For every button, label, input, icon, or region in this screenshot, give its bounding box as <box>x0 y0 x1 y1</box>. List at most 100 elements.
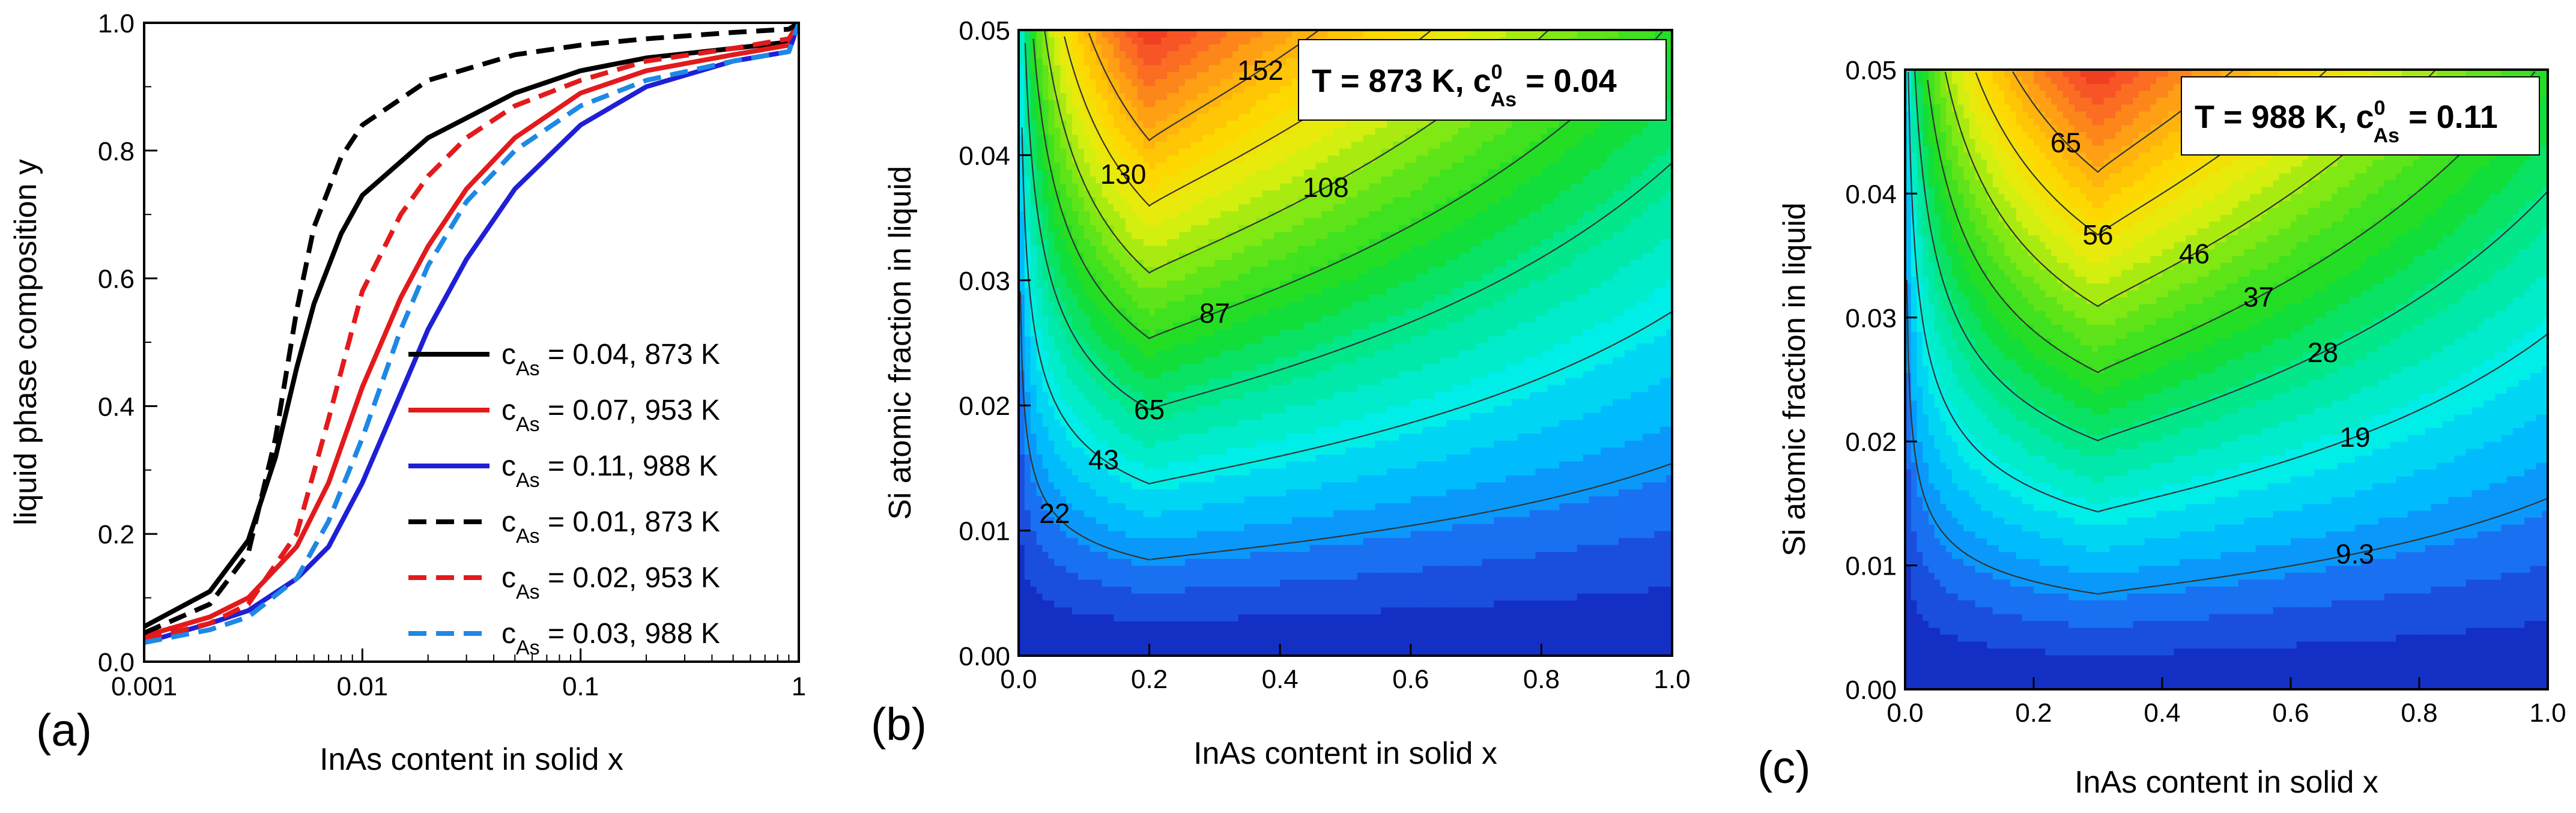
heatmap-cell <box>1327 155 1335 163</box>
heatmap-cell <box>1030 71 1037 79</box>
heatmap-cell <box>1256 377 1263 385</box>
heatmap-cell <box>1161 134 1168 142</box>
heatmap-cell <box>1137 217 1144 225</box>
heatmap-cell <box>1226 419 1233 427</box>
heatmap-cell <box>1089 621 1097 629</box>
heatmap-cell <box>1250 134 1257 142</box>
heatmap-cell <box>1214 50 1222 59</box>
heatmap-cell <box>1060 398 1067 406</box>
heatmap-cell <box>1149 120 1156 128</box>
heatmap-cell <box>1137 252 1144 260</box>
heatmap-cell <box>1114 336 1120 343</box>
heatmap-cell <box>1143 468 1150 476</box>
heatmap-cell <box>1321 134 1329 142</box>
heatmap-cell <box>1048 217 1055 225</box>
heatmap-cell <box>1321 211 1329 219</box>
heatmap-cell <box>1226 503 1233 510</box>
heatmap-cell <box>1054 50 1061 59</box>
heatmap-cell <box>1339 593 1346 601</box>
heatmap-cell <box>1149 79 1156 86</box>
heatmap-cell <box>1060 99 1067 107</box>
heatmap-cell <box>1274 259 1280 267</box>
heatmap-cell <box>1297 252 1305 260</box>
heatmap-cell <box>1327 509 1335 518</box>
heatmap-cell <box>1250 405 1257 413</box>
heatmap-cell <box>1315 391 1323 399</box>
heatmap-cell <box>1286 579 1293 587</box>
heatmap-cell <box>1060 315 1067 323</box>
heatmap-cell <box>1303 252 1311 260</box>
heatmap-cell <box>1321 217 1329 225</box>
heatmap-cell <box>1309 398 1317 406</box>
heatmap-cell <box>1208 593 1216 601</box>
heatmap-cell <box>1149 565 1156 573</box>
heatmap-cell <box>1054 141 1061 149</box>
heatmap-cell <box>1309 440 1317 448</box>
heatmap-cell <box>1120 606 1126 615</box>
heatmap-cell <box>1190 377 1198 385</box>
heatmap-cell <box>1280 516 1286 524</box>
heatmap-cell <box>1155 440 1162 448</box>
heatmap-cell <box>1120 593 1126 601</box>
heatmap-cell <box>1131 85 1138 93</box>
heatmap-cell <box>1190 127 1198 135</box>
heatmap-cell <box>1303 134 1311 142</box>
heatmap-cell <box>1077 391 1085 399</box>
heatmap-cell <box>1143 322 1150 330</box>
heatmap-cell <box>1214 593 1222 601</box>
heatmap-cell <box>1048 627 1055 636</box>
heatmap-cell <box>1173 322 1180 330</box>
heatmap-cell <box>1190 384 1198 392</box>
heatmap-cell <box>1327 524 1335 531</box>
heatmap-cell <box>1066 162 1073 170</box>
heatmap-cell <box>1048 614 1055 621</box>
heatmap-cell <box>1114 419 1120 427</box>
heatmap-cell <box>1114 196 1120 205</box>
heatmap-cell <box>1190 447 1198 455</box>
heatmap-cell <box>1214 120 1222 128</box>
heatmap-cell <box>1339 648 1346 656</box>
heatmap-cell <box>1096 92 1103 100</box>
heatmap-cell <box>1256 537 1263 545</box>
heatmap-cell <box>1077 426 1085 434</box>
heatmap-cell <box>1114 461 1120 469</box>
heatmap-cell <box>1102 120 1109 128</box>
heatmap-cell <box>1149 343 1156 351</box>
heatmap-cell <box>1256 252 1263 260</box>
heatmap-cell <box>1019 287 1025 295</box>
heatmap-cell <box>1238 120 1245 128</box>
heatmap-cell <box>1190 44 1198 52</box>
heatmap-cell <box>1327 468 1335 476</box>
heatmap-cell <box>1244 336 1251 343</box>
heatmap-cell <box>1072 266 1079 274</box>
heatmap-cell <box>1054 600 1061 608</box>
heatmap-cell <box>1339 370 1346 378</box>
heatmap-cell <box>1126 252 1132 260</box>
heatmap-cell <box>1196 495 1204 504</box>
heatmap-cell <box>1126 301 1132 309</box>
heatmap-cell <box>1019 503 1025 510</box>
heatmap-cell <box>1096 516 1103 524</box>
heatmap-cell <box>1161 85 1168 93</box>
heatmap-cell <box>1066 357 1073 364</box>
heatmap-cell <box>1232 204 1239 211</box>
heatmap-cell <box>1096 196 1103 205</box>
heatmap-cell <box>1126 398 1132 406</box>
heatmap-cell <box>1120 503 1126 510</box>
heatmap-cell <box>1042 169 1049 177</box>
heatmap-cell <box>1072 162 1079 170</box>
heatmap-cell <box>1196 447 1204 455</box>
heatmap-cell <box>1184 336 1192 343</box>
heatmap-cell <box>1238 558 1245 566</box>
heatmap-cell <box>1096 113 1103 121</box>
heatmap-cell <box>1250 120 1257 128</box>
heatmap-cell <box>1048 211 1055 219</box>
heatmap-cell <box>1280 349 1286 357</box>
heatmap-cell <box>1268 183 1275 191</box>
heatmap-cell <box>1161 509 1168 518</box>
heatmap-cell <box>1303 287 1311 295</box>
heatmap-cell <box>1120 134 1126 142</box>
heatmap-cell <box>1114 176 1120 184</box>
heatmap-cell <box>1315 565 1323 573</box>
heatmap-cell <box>1083 294 1091 302</box>
